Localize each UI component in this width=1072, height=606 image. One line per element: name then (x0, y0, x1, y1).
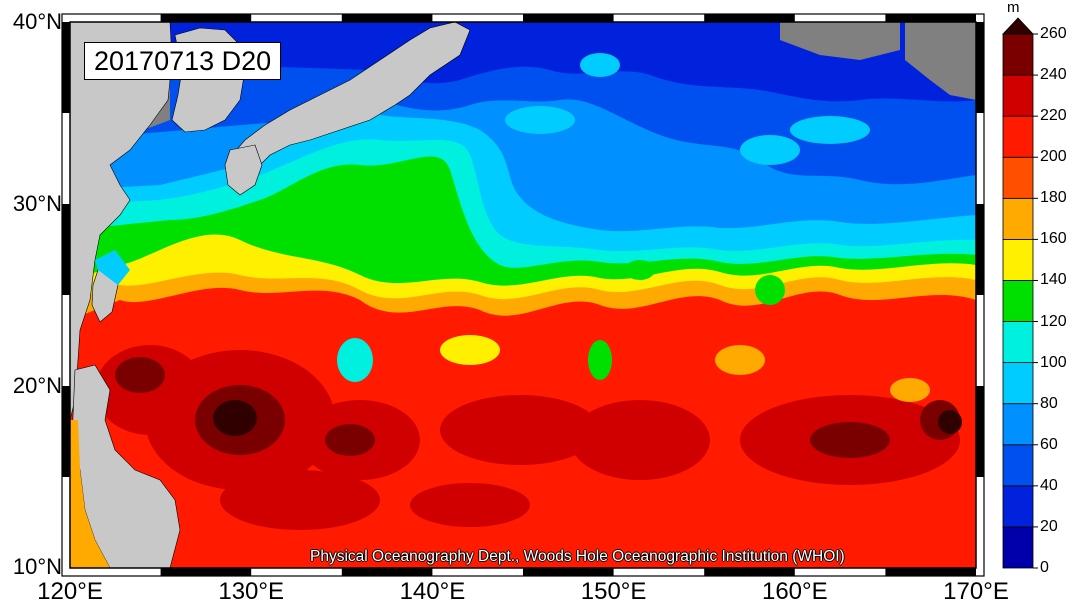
cool-patch (440, 335, 500, 365)
colorbar-swatch (1002, 444, 1034, 487)
colorbar-swatch (1002, 74, 1034, 117)
lon-tick-label: 140°E (399, 578, 466, 605)
lon-tick-label: 120°E (37, 578, 103, 605)
cool-patch (337, 338, 373, 382)
colorbar-swatch (1002, 115, 1034, 158)
lat-tick-label: 30°N (12, 191, 62, 216)
colorbar-tick-label: 240 (1040, 66, 1067, 84)
frame-tick-bar (62, 386, 70, 477)
frame-tick-bar (62, 22, 70, 113)
warm-core (570, 400, 710, 480)
patch (740, 135, 800, 165)
lat-tick-label: 10°N (12, 554, 62, 579)
frame-tick-bar (976, 204, 984, 295)
cool-patch (755, 275, 785, 305)
frame-tick-bar (523, 568, 614, 576)
colorbar-tick-label: 220 (1040, 107, 1067, 125)
warm-core (440, 395, 600, 465)
warm-core (938, 410, 962, 434)
frame-tick-bar (885, 14, 976, 22)
patch (505, 106, 575, 134)
frame-ticks (61, 13, 985, 577)
colorbar-tick-label: 20 (1040, 517, 1058, 535)
frame-tick-bar (341, 14, 433, 22)
warm-core (115, 357, 165, 393)
colorbar-tick-label: 40 (1040, 476, 1058, 494)
colorbar-tick-label: 120 (1040, 312, 1067, 330)
colorbar-swatch (1002, 526, 1034, 569)
colorbar-swatch (1002, 33, 1034, 76)
nodata-area (905, 22, 976, 100)
colorbar-tick-label: 260 (1040, 25, 1067, 42)
ocean-field (70, 22, 976, 568)
shelf-strip (95, 250, 130, 285)
map-title: 20170713 D20 (84, 42, 282, 80)
colorbar-swatch (1002, 362, 1034, 405)
warm-core (213, 400, 257, 436)
cool-patch (890, 378, 930, 402)
frame-tick-bar (523, 14, 614, 22)
lon-tick-label: 160°E (761, 578, 828, 605)
frame-tick-bar (704, 14, 795, 22)
colorbar-swatch (1002, 321, 1034, 364)
cool-patch (715, 345, 765, 375)
shelf-strip (70, 420, 110, 568)
colorbar-overflow-arrow (1002, 17, 1034, 35)
d20-band-20 (70, 22, 976, 102)
colorbar (1002, 17, 1038, 569)
frame-tick-bar (62, 204, 70, 295)
colorbar-swatch (1002, 156, 1034, 199)
patch (790, 116, 870, 144)
colorbar-tick-label: 80 (1040, 394, 1058, 412)
colorbar-swatch (1002, 238, 1034, 281)
colorbar-tick-label: 160 (1040, 230, 1067, 248)
colorbar-tick-label: 0 (1040, 559, 1049, 576)
colorbar-tick-label: 100 (1040, 353, 1067, 371)
patch (580, 53, 620, 77)
colorbar-swatch (1002, 485, 1034, 528)
warm-core (220, 470, 380, 530)
warm-core (325, 424, 375, 456)
lat-tick-label: 40°N (12, 9, 62, 34)
colorbar-swatch (1002, 197, 1034, 240)
frame-tick-bar (976, 22, 984, 113)
frame-tick-bar (885, 568, 976, 576)
colorbar-tick-label: 200 (1040, 148, 1067, 166)
frame-tick-bar (341, 568, 433, 576)
lon-tick-label: 130°E (218, 578, 285, 605)
land-kyushu (224, 144, 263, 196)
nodata-area (780, 22, 900, 60)
frame-tick-bar (976, 386, 984, 477)
frame-tick-bar (160, 14, 252, 22)
frame-tick-bar (704, 568, 795, 576)
cool-patch (625, 260, 655, 280)
warm-core (410, 483, 530, 527)
lon-tick-label: 170°E (943, 578, 1009, 605)
land-asia (70, 22, 173, 421)
cool-patch (588, 340, 612, 380)
colorbar-swatch (1002, 403, 1034, 446)
colorbar-tick-label: 140 (1040, 271, 1067, 289)
colorbar-swatch (1002, 280, 1034, 322)
lat-tick-label: 20°N (12, 373, 62, 398)
outer-frame (61, 13, 985, 577)
colorbar-tick-label: 60 (1040, 435, 1058, 453)
colorbar-unit: m (1007, 0, 1020, 16)
credit-text: Physical Oceanography Dept., Woods Hole … (310, 548, 845, 565)
frame-tick-bar (160, 568, 252, 576)
colorbar-tick-label: 180 (1040, 189, 1067, 207)
warm-core (810, 422, 890, 458)
lon-tick-label: 150°E (580, 578, 647, 605)
